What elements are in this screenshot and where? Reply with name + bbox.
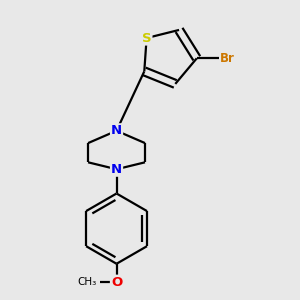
Text: CH₃: CH₃	[77, 277, 97, 287]
Text: N: N	[111, 163, 122, 176]
Text: Br: Br	[220, 52, 235, 65]
Text: S: S	[142, 32, 152, 44]
Text: N: N	[111, 124, 122, 137]
Text: O: O	[111, 276, 122, 289]
